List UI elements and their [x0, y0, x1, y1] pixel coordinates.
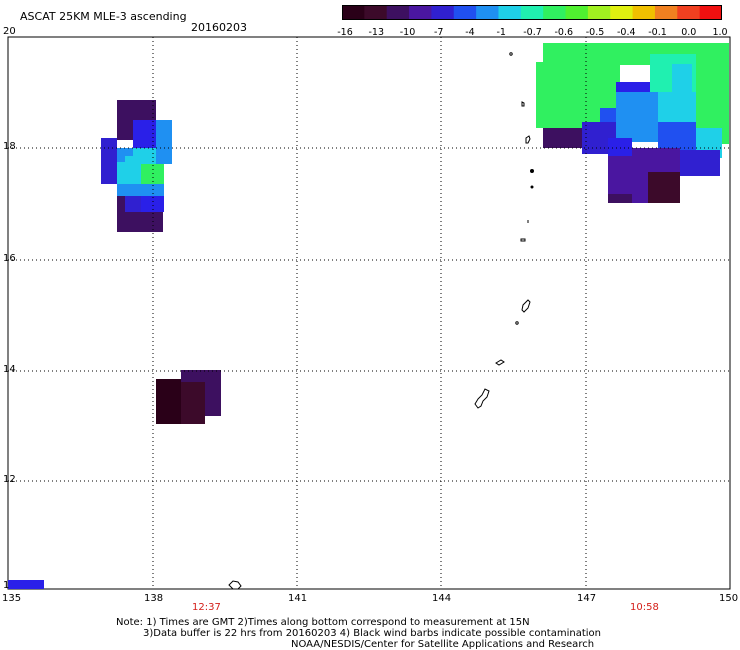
map-date: 20160203 [191, 21, 247, 34]
lon-label-138: 138 [144, 593, 163, 604]
lon-label-144: 144 [432, 593, 451, 604]
lat-label-14: 14 [3, 364, 16, 375]
data-cluster-east [536, 43, 729, 203]
data-cluster-west [101, 100, 172, 232]
colorbar-tick-label: -13 [368, 27, 384, 38]
colorbar-segment [342, 5, 365, 20]
colorbar-segment [498, 5, 521, 20]
lat-label-10: 1 [3, 580, 9, 591]
data-cell-sw [8, 580, 44, 589]
colorbar-segment [409, 5, 432, 20]
lon-label-147: 147 [577, 593, 596, 604]
colorbar-tick-label: 0.0 [681, 27, 696, 38]
lat-label-12: 12 [3, 474, 16, 485]
colorbar-tick-label: -0.7 [523, 27, 542, 38]
colorbar-segment [677, 5, 700, 20]
colorbar [342, 5, 722, 20]
colorbar-segment [431, 5, 454, 20]
lon-label-141: 141 [288, 593, 307, 604]
colorbar-segment [566, 5, 589, 20]
colorbar-tick-label: -0.6 [554, 27, 573, 38]
colorbar-segment [364, 5, 387, 20]
colorbar-tick-label: -7 [434, 27, 443, 38]
colorbar-tick-label: -4 [465, 27, 474, 38]
colorbar-segment [476, 5, 499, 20]
colorbar-segment [543, 5, 566, 20]
colorbar-segment [655, 5, 678, 20]
colorbar-tick-label: -10 [400, 27, 416, 38]
lat-label-20: 20 [3, 26, 16, 37]
data-cluster-south [156, 370, 221, 424]
lat-label-18: 18 [3, 141, 16, 152]
colorbar-tick-label: -1 [497, 27, 506, 38]
colorbar-tick-label: -0.4 [617, 27, 636, 38]
note-line-2: 3)Data buffer is 22 hrs from 20160203 4)… [143, 628, 601, 639]
colorbar-segment [588, 5, 611, 20]
colorbar-segment [610, 5, 633, 20]
pass-time-right: 10:58 [630, 602, 659, 613]
colorbar-tick-label: 1.0 [712, 27, 727, 38]
colorbar-segment [454, 5, 477, 20]
lon-label-150: 150 [719, 593, 738, 604]
lon-label-135: 135 [2, 593, 21, 604]
colorbar-tick-label: -16 [337, 27, 353, 38]
colorbar-segment [387, 5, 410, 20]
colorbar-tick-label: -0.1 [648, 27, 667, 38]
lat-label-16: 16 [3, 253, 16, 264]
colorbar-segment [521, 5, 544, 20]
coastlines [229, 53, 534, 589]
pass-time-left: 12:37 [192, 602, 221, 613]
colorbar-segment [700, 5, 722, 20]
colorbar-segment [633, 5, 656, 20]
colorbar-tick-label: -0.5 [586, 27, 605, 38]
note-line-1: Note: 1) Times are GMT 2)Times along bot… [116, 617, 530, 628]
map-title: ASCAT 25KM MLE-3 ascending [20, 10, 187, 23]
note-line-3: NOAA/NESDIS/Center for Satellite Applica… [291, 639, 594, 650]
